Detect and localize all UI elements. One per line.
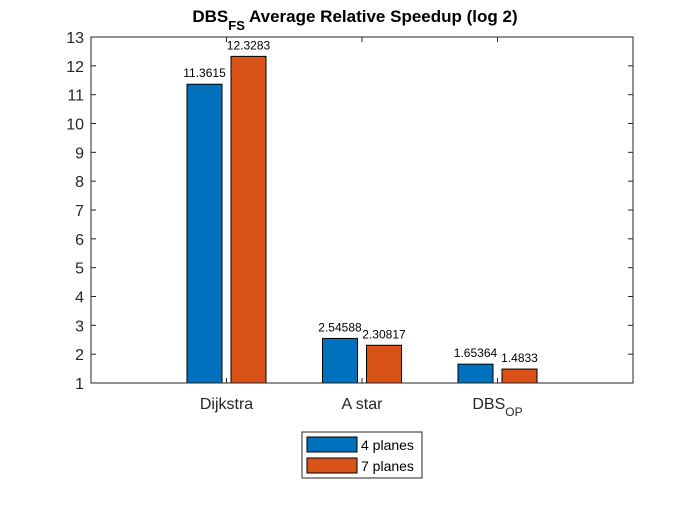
data-label-7-planes-dbs: 1.4833: [501, 351, 538, 365]
plot-area: 1234567891011121311.361512.3283Dijkstra2…: [66, 30, 634, 419]
y-tick-label: 7: [75, 203, 84, 220]
y-tick-label: 9: [75, 145, 84, 162]
legend-swatch-7-planes: [306, 457, 358, 474]
bar-7-planes-a-star: [366, 344, 402, 384]
title-suffix: Average Relative Speedup (log 2): [245, 7, 518, 26]
data-label-4-planes-dbs: 1.65364: [454, 346, 498, 360]
y-tick-label: 12: [66, 59, 84, 76]
y-tick-label: 1: [75, 376, 84, 393]
data-label-4-planes-a-star: 2.54588: [318, 320, 362, 334]
data-label-7-planes-a-star: 2.30817: [362, 327, 406, 341]
y-tick-label: 8: [75, 174, 84, 191]
y-tick-label: 6: [75, 232, 84, 249]
bar-7-planes-dijkstra: [230, 55, 267, 384]
title-subscript: FS: [228, 18, 245, 33]
bar-4-planes-dijkstra: [186, 83, 223, 384]
y-tick-label: 4: [75, 290, 84, 307]
y-tick-label: 3: [75, 318, 84, 335]
bar-4-planes-a-star: [322, 337, 358, 384]
y-tick-label: 13: [66, 30, 84, 47]
x-tick-label-a-star: A star: [342, 396, 384, 413]
y-tick-label: 11: [67, 88, 84, 105]
axes-frame: [90, 36, 634, 384]
y-tick-label: 10: [66, 117, 84, 134]
x-tick-label-dbs: DBSOP: [472, 396, 522, 419]
bar-4-planes-dbs: [457, 363, 494, 384]
legend-label-4-planes: 4 planes: [361, 437, 414, 453]
chart-title: DBSFS Average Relative Speedup (log 2): [192, 7, 517, 33]
legend-swatch-4-planes: [306, 436, 358, 453]
legend-label-7-planes: 7 planes: [361, 458, 414, 474]
bar-7-planes-dbs: [501, 368, 538, 384]
legend: 4 planes 7 planes: [301, 431, 423, 479]
x-tick-label-dijkstra: Dijkstra: [200, 396, 253, 413]
axes-background: [91, 37, 633, 383]
y-tick-label: 5: [75, 261, 84, 278]
data-label-7-planes-dijkstra: 12.3283: [227, 38, 271, 52]
y-tick-label: 2: [75, 347, 84, 364]
title-prefix: DBS: [192, 7, 228, 26]
data-label-4-planes-dijkstra: 11.3615: [183, 66, 226, 80]
